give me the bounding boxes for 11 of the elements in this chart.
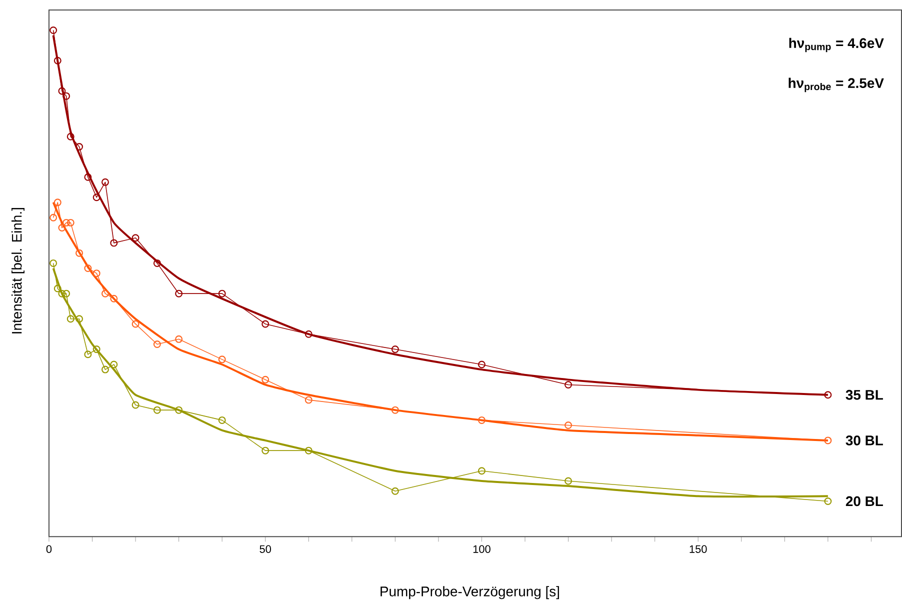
annotation: hν$_{probe}$ = 2.5eV — [788, 78, 884, 92]
series-label: 20 BL — [846, 496, 883, 506]
annotation: hν$_{pump}$ = 4.6eV — [789, 38, 884, 52]
series-label: 35 BL — [846, 390, 883, 400]
series-label: 30 BL — [846, 436, 883, 446]
x-tick-label: 50 — [260, 545, 272, 554]
x-tick-label: 0 — [46, 545, 52, 554]
x-tick-label: 150 — [690, 545, 707, 554]
x-axis-title: Pump-Probe-Verzögerung [s] — [380, 586, 559, 600]
x-tick-label: 100 — [473, 545, 490, 554]
y-axis-title: Intensität [bel. Einh.] — [12, 208, 24, 334]
